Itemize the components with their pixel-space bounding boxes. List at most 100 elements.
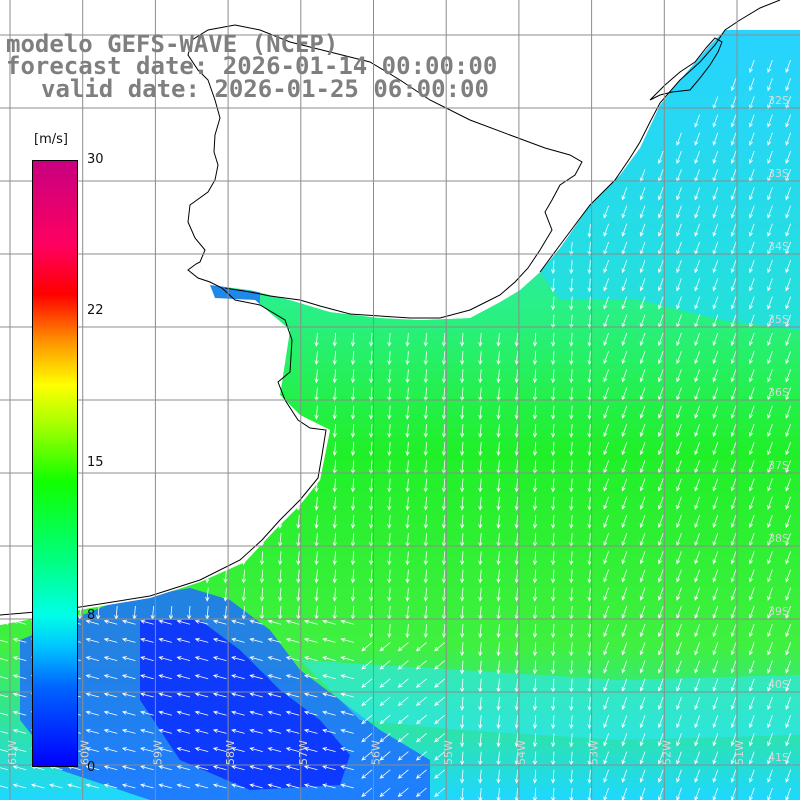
wind-arrow [694,533,700,547]
wind-arrow [496,423,501,438]
wind-arrow [231,692,245,698]
wind-arrow [639,296,646,310]
wind-arrow [267,710,282,716]
wind-arrow [658,405,664,419]
wind-arrow [340,783,354,789]
wind-arrow [223,587,228,602]
wind-arrow [322,747,336,752]
wind-arrow [694,296,700,310]
wind-arrow [603,332,609,347]
wind-arrow [532,769,538,784]
wind-arrow [621,696,628,711]
wind-arrow [478,660,483,675]
wind-arrow [676,551,682,565]
wind-arrow [350,405,356,420]
wind-arrow [603,696,609,711]
wind-arrow [12,637,27,643]
wind-arrow [259,514,265,529]
wind-arrow [278,569,283,584]
wind-arrow [658,624,664,638]
wind-arrow [603,660,609,674]
wind-arrow [478,587,483,602]
wind-arrow [441,569,447,584]
wind-arrow [369,496,374,511]
wind-arrow [387,423,392,438]
wind-arrow [569,442,574,457]
wind-arrow [730,569,737,583]
wind-arrow [694,624,700,638]
wind-arrow [551,387,556,402]
wind-arrow [639,278,646,292]
wind-arrow [749,533,755,547]
wind-arrow [621,533,628,547]
wind-arrow [267,637,282,643]
wind-arrow [314,405,319,420]
wind-arrow [767,59,773,74]
wind-arrow [569,660,574,675]
wind-arrow [176,674,191,680]
wind-arrow [140,728,154,734]
wind-arrow [460,733,465,748]
wind-arrow [639,587,646,601]
wind-arrow [397,714,409,725]
wind-arrow [350,551,356,566]
wind-arrow [285,619,300,625]
wind-arrow [621,642,628,656]
wind-arrow [496,642,501,657]
wind-arrow [587,569,592,584]
wind-arrow [212,692,227,698]
wind-arrow [749,405,755,419]
wind-arrow [423,351,428,366]
wind-arrow [587,624,592,639]
lon-label: 58W [224,740,237,765]
wind-arrow [12,747,27,752]
wind-arrow [694,132,700,146]
wind-arrow [621,514,628,529]
wind-arrow [730,660,737,674]
wind-arrow [322,692,336,698]
wind-arrow [158,692,172,698]
wind-arrow [730,351,737,365]
wind-arrow [532,660,538,675]
wind-arrow [767,114,773,128]
wind-arrow [621,405,628,419]
wind-arrow [249,674,263,680]
wind-arrow [514,587,519,602]
wind-arrow [103,747,118,752]
wind-arrow [259,569,265,584]
wind-arrow [514,478,519,493]
wind-arrow [532,496,538,511]
wind-arrow [767,569,773,583]
wind-arrow [785,660,791,674]
wind-arrow [340,619,354,625]
wind-arrow [332,442,337,457]
wind-arrow [176,656,191,661]
wind-arrow [551,642,556,657]
wind-arrow [767,205,773,219]
wind-arrow [639,351,646,365]
wind-arrow [121,656,136,661]
wind-arrow [569,478,574,493]
wind-arrow [441,369,447,384]
wind-arrow [194,710,209,716]
wind-arrow [441,551,447,566]
wind-arrow [730,114,737,128]
wind-arrow [639,223,646,237]
wind-arrow [340,765,354,771]
wind-arrow [639,442,646,456]
wind-arrow [332,496,337,511]
wind-arrow [267,619,282,625]
wind-arrow [569,733,574,748]
wind-arrow [85,656,100,661]
wind-arrow [249,637,263,643]
wind-arrow [658,533,664,547]
wind-arrow [332,478,337,493]
wind-arrow [712,405,719,419]
wind-arrow [361,769,373,779]
wind-arrow [767,478,773,492]
wind-arrow [194,619,209,625]
wind-arrow [496,715,501,730]
wind-arrow [551,478,556,493]
wind-arrow [749,132,755,146]
colorbar-label-30: 30 [87,152,104,167]
